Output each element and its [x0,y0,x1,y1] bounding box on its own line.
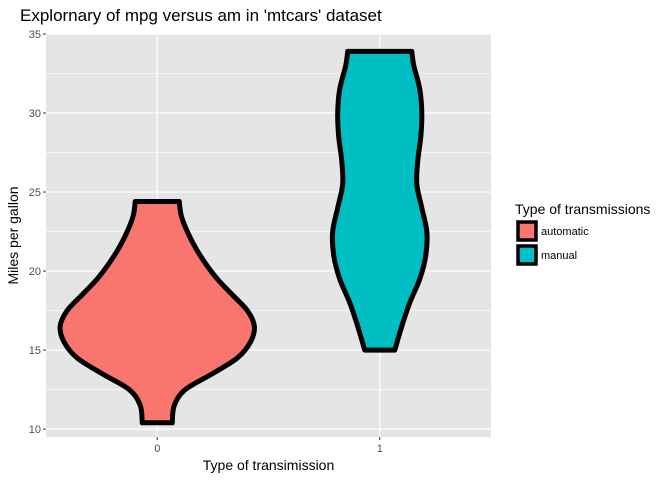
violin-0 [57,199,257,426]
legend-label-manual: manual [541,250,577,262]
x-tick-label: 0 [154,443,160,455]
y-tick-label: 25 [29,187,41,199]
y-tick-label: 35 [29,29,41,41]
x-tick-label: 1 [377,443,383,455]
legend-key-manual [516,244,538,266]
violin-1 [329,48,430,353]
legend-title: Type of transmissions [515,201,650,217]
legend-label-automatic: automatic [541,226,589,238]
legend-key-automatic [516,220,538,242]
legend-entries: automatic manual [516,220,589,266]
y-tick-label: 10 [29,424,41,436]
y-tick-label: 30 [29,108,41,120]
y-tick-label: 20 [29,266,41,278]
violins [57,48,430,426]
legend: Type of transmissions automatic manual [515,201,650,266]
y-tick-label: 15 [29,345,41,357]
x-axis-title: Type of transimission [203,457,335,473]
y-axis-ticks: 10 15 20 25 30 35 [29,29,46,436]
chart-title: Explornary of mpg versus am in 'mtcars' … [20,6,382,25]
y-axis-title: Miles per gallon [5,186,21,284]
